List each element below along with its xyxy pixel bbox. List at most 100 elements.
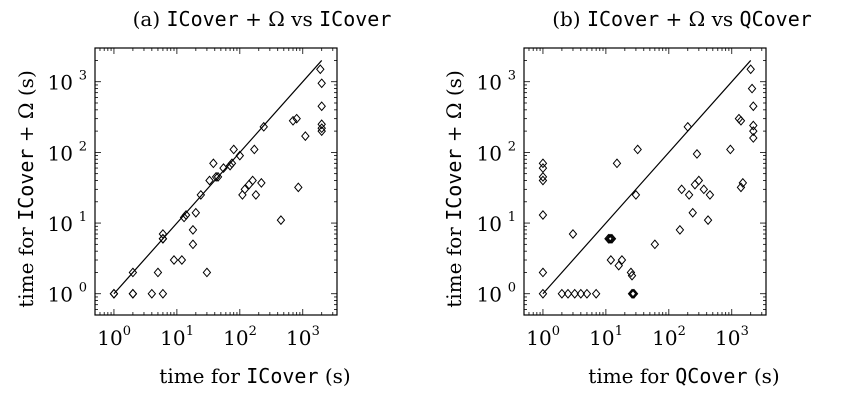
- plot-b-y-tick-label: 10: [477, 71, 502, 95]
- plot-a-data-point: [240, 184, 250, 195]
- plot-b-data-point: [749, 101, 758, 112]
- plot-b-data-point: [703, 215, 713, 226]
- plot-b-reference-line: [542, 60, 752, 295]
- plot-b-x-tick-exponent: 0: [552, 324, 560, 339]
- plot-a-data-point: [225, 160, 235, 171]
- plot-b-data-point: [749, 132, 758, 143]
- plot-a-data-point: [250, 144, 259, 155]
- plot-b-data-point: [747, 83, 757, 94]
- plot-b-data-point: [538, 175, 548, 186]
- plot-a-data-point: [229, 144, 238, 155]
- plot-b-data-point: [570, 288, 579, 299]
- plot-a-y-tick-label: 10: [48, 71, 73, 95]
- plot-b-x-label: time for QCover (s): [588, 364, 779, 388]
- plot-b-data-point: [538, 158, 548, 169]
- plot-a-reference-line: [113, 60, 323, 295]
- plot-a-data-point: [317, 123, 326, 134]
- plot-b-data-point: [626, 267, 636, 278]
- plot-b-frame: [523, 47, 767, 316]
- plot-a-data-point: [191, 207, 201, 218]
- plot-a: 10 0 10 1 10 2 10 310 010 110 210 3: [48, 47, 338, 350]
- plot-b-data-point: [607, 233, 617, 244]
- plot-b-y-tick-label: 10: [477, 283, 502, 307]
- plot-a-data-point: [235, 150, 245, 161]
- plot-a-x-tick-exponent: 1: [186, 324, 194, 339]
- plot-b-data-point: [628, 288, 638, 299]
- plot-a-data-point: [128, 288, 138, 299]
- plot-b-data-point: [749, 126, 758, 137]
- plot-a-data-point: [147, 288, 157, 299]
- plot-a-data-point: [292, 113, 301, 124]
- plot-a-data-point: [317, 101, 326, 112]
- plot-b-data-point: [699, 184, 709, 195]
- plot-b-y-tick-label: 10: [477, 141, 502, 165]
- plot-b-data-point: [690, 179, 700, 190]
- plot-a-y-label: time for ICover + Ω (s): [14, 70, 38, 308]
- plot-b-data-point: [614, 260, 623, 271]
- plot-b-data-point: [684, 189, 694, 200]
- plot-b-data-point: [606, 255, 616, 265]
- plot-b-data-point: [683, 121, 693, 132]
- plot-b-x-tick-label: 10: [652, 326, 677, 350]
- plot-a-x-label: time for ICover (s): [159, 364, 350, 388]
- plot-a-data-point: [317, 126, 326, 137]
- plot-b-data-point: [705, 189, 715, 200]
- plot-a-x-tick-exponent: 0: [123, 324, 131, 339]
- plot-b-data-point: [633, 144, 642, 155]
- plot-a-data-point: [219, 163, 228, 174]
- plot-a-data-point: [169, 255, 179, 265]
- plot-b-data-point: [627, 270, 637, 281]
- plot-b-x-tick-exponent: 1: [615, 324, 623, 339]
- plot-a-data-point: [128, 288, 138, 299]
- plot-b: 10 0 10 1 10 2 10 310 010 110 210 3: [477, 47, 767, 350]
- plot-a-data-point: [288, 115, 298, 126]
- plot-b-y-tick-label: 10: [477, 212, 502, 236]
- plot-b-x-tick-exponent: 2: [678, 324, 686, 339]
- plot-b-data-point: [605, 233, 614, 244]
- plot-a-data-point: [213, 171, 223, 182]
- plot-b-data-point: [736, 115, 746, 126]
- plot-a-data-point: [238, 189, 247, 200]
- plot-a-x-tick-exponent: 2: [249, 324, 257, 339]
- plot-b-data-point: [604, 233, 613, 244]
- plot-b-data-point: [612, 158, 622, 169]
- plot-b-data-point: [738, 177, 748, 188]
- plot-b-data-point: [631, 189, 641, 200]
- plot-a-data-point: [158, 229, 168, 239]
- plot-a-data-point: [227, 158, 237, 169]
- plot-b-data-point: [650, 239, 660, 250]
- plot-b-data-point: [694, 175, 704, 186]
- plot-a-data-point: [158, 288, 168, 299]
- plot-a-x-tick-label: 10: [286, 326, 311, 350]
- plot-b-data-point: [591, 288, 601, 299]
- plot-b-y-tick-exponent: 1: [508, 210, 516, 225]
- plot-a-data-point: [259, 121, 269, 132]
- plot-a-title: (a) ICover + Ω vs ICover: [133, 7, 392, 31]
- plot-b-data-point: [692, 148, 702, 159]
- plot-b-y-tick-exponent: 0: [508, 281, 516, 296]
- plot-a-data-point: [177, 255, 187, 265]
- plot-a-y-tick-exponent: 3: [79, 69, 87, 84]
- plot-b-data-point: [677, 184, 686, 195]
- plot-b-data-point: [557, 288, 567, 299]
- plot-a-x-tick-label: 10: [160, 326, 185, 350]
- plot-b-x-tick-exponent: 3: [741, 324, 749, 339]
- plot-a-y-tick-exponent: 1: [79, 210, 87, 225]
- plot-a-y-tick-exponent: 0: [79, 281, 87, 296]
- plot-a-y-tick-label: 10: [48, 283, 73, 307]
- plot-b-y-label: time for ICover + Ω (s): [442, 70, 466, 308]
- plot-a-data-point: [188, 239, 198, 250]
- plot-a-data-point: [317, 78, 326, 89]
- plot-b-data-point: [576, 288, 586, 299]
- plot-a-y-tick-label: 10: [48, 212, 73, 236]
- plot-b-data-point: [563, 288, 573, 299]
- plot-b-data-point: [582, 288, 592, 299]
- plot-a-data-point: [248, 175, 257, 186]
- plot-a-data-point: [316, 64, 325, 75]
- plot-a-data-point: [317, 119, 326, 130]
- plot-a-data-point: [179, 212, 189, 223]
- plot-b-data-point: [538, 171, 548, 182]
- plot-a-y-tick-exponent: 2: [79, 139, 87, 154]
- plot-b-data-point: [627, 288, 637, 299]
